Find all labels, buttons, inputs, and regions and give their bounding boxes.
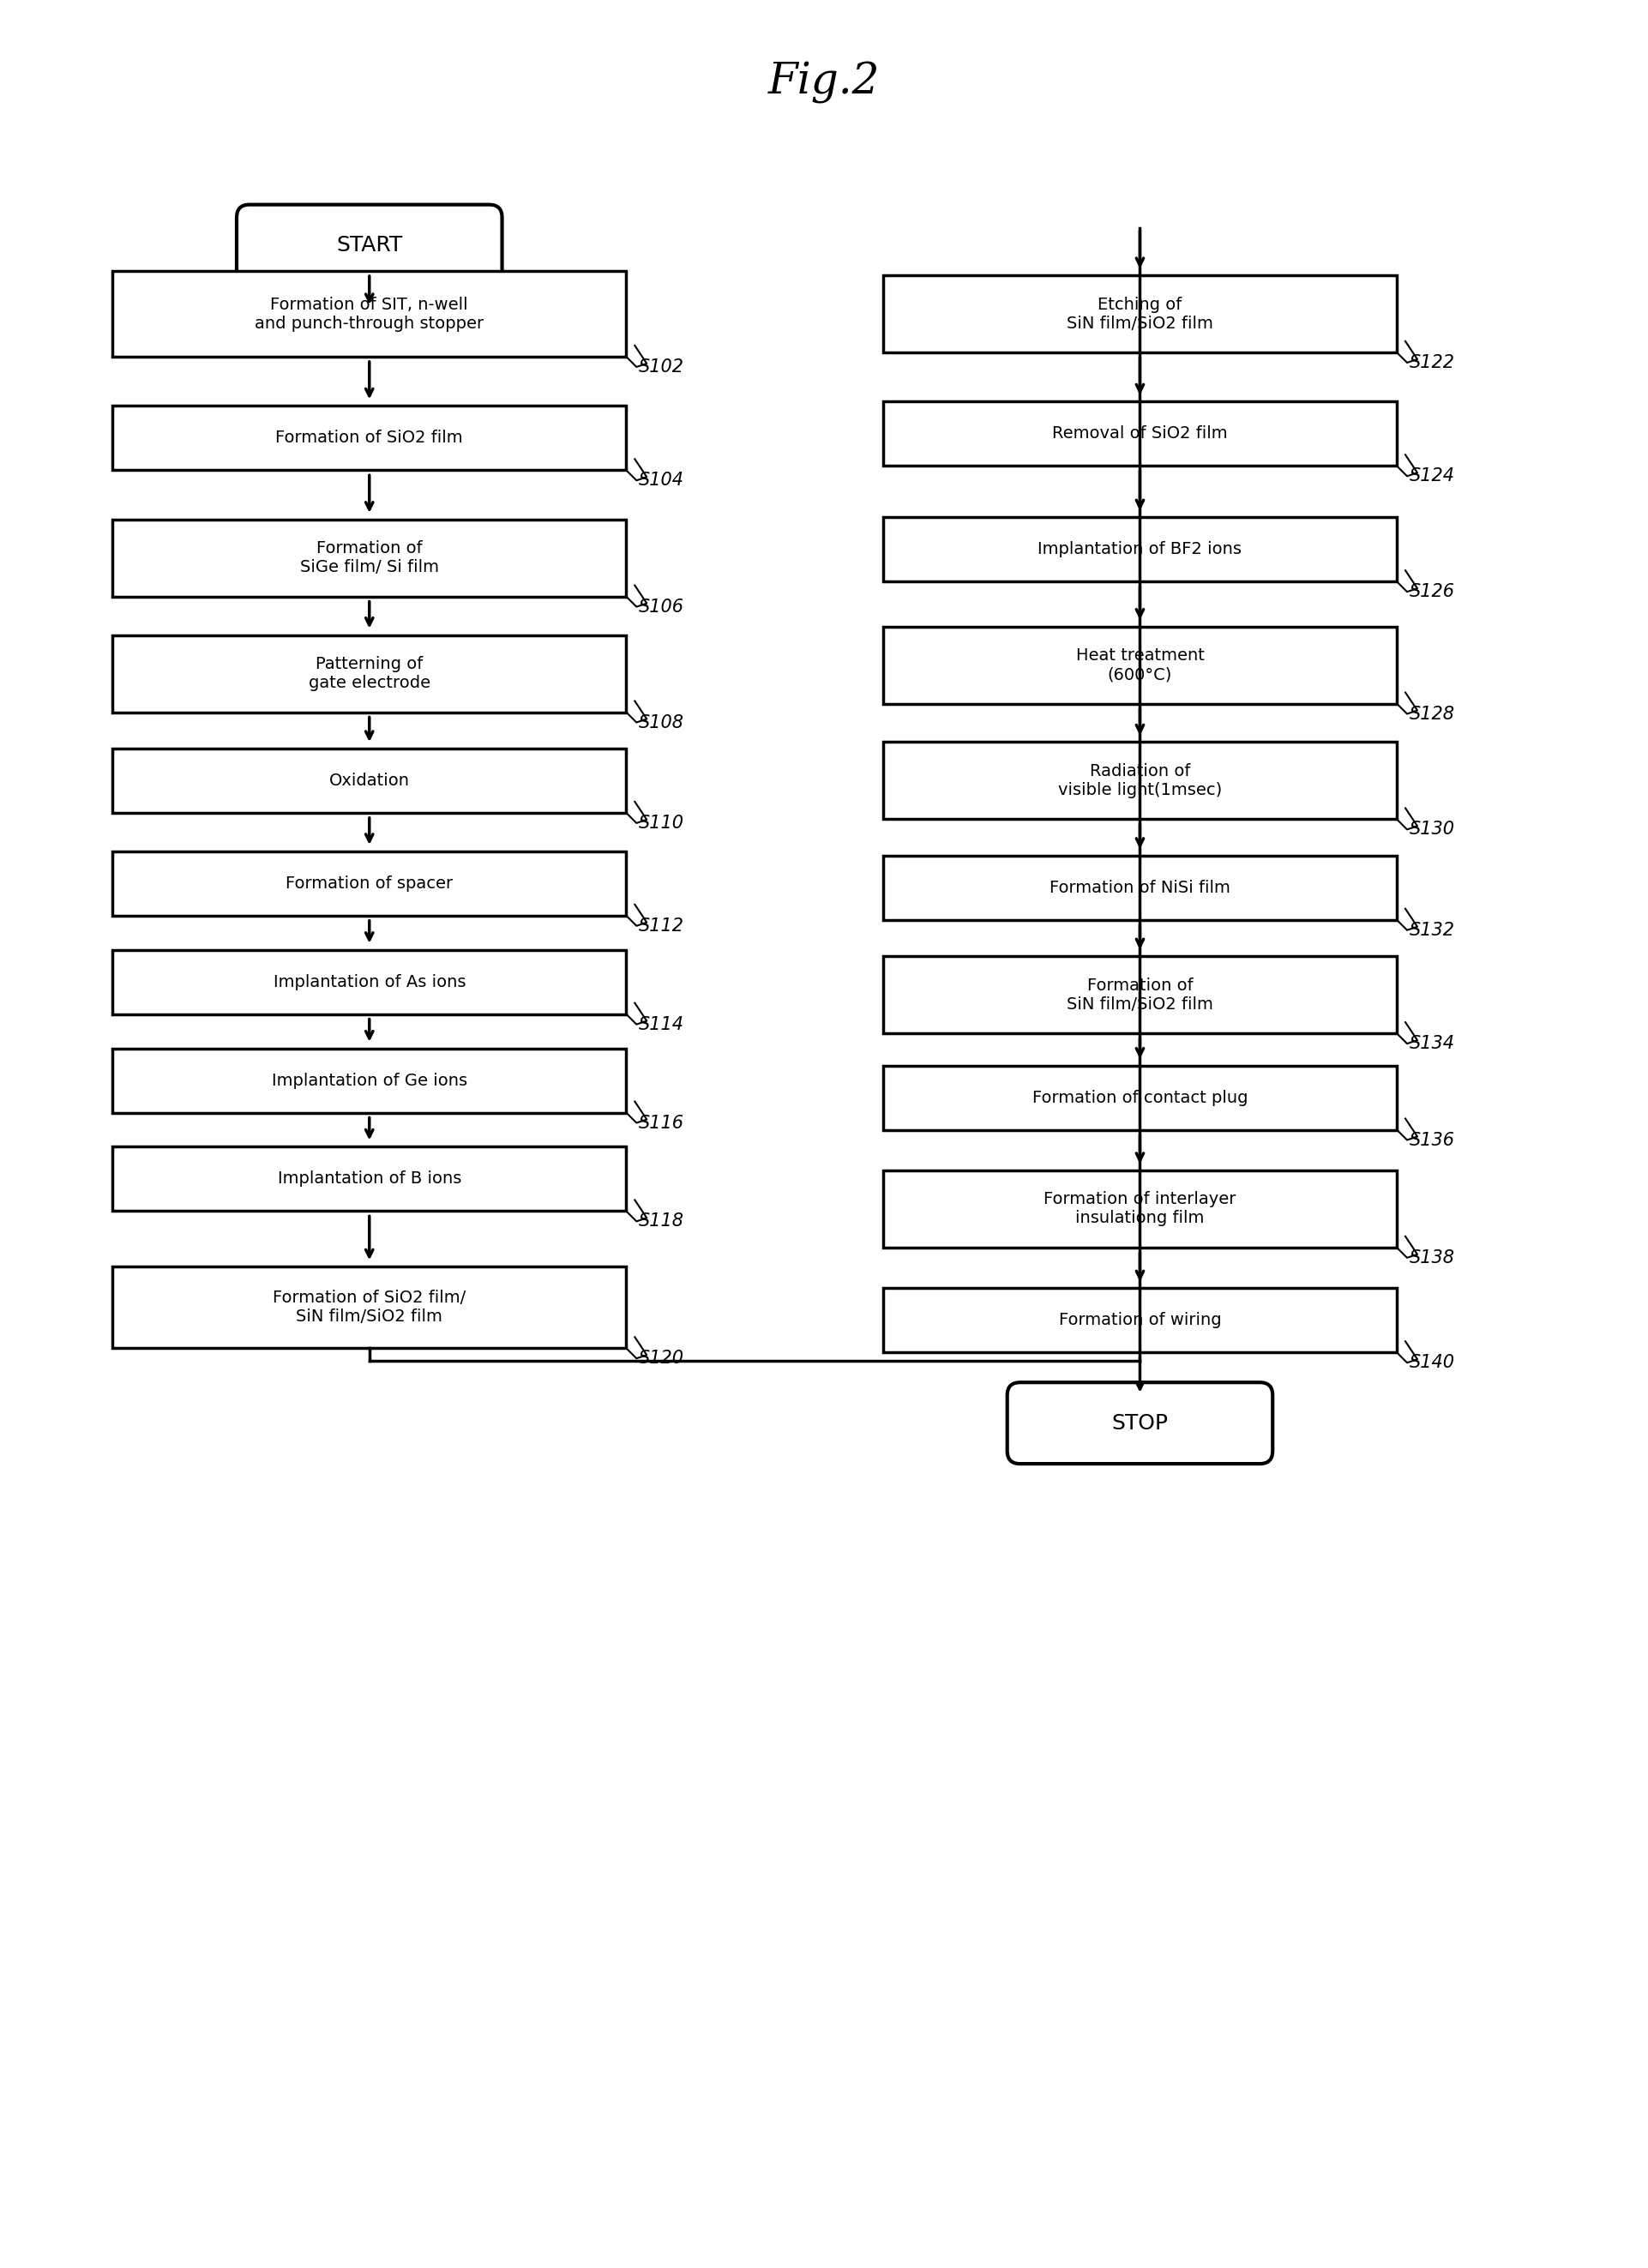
Text: S136: S136 [1409, 1132, 1455, 1148]
FancyBboxPatch shape [883, 1170, 1398, 1247]
Text: Formation of interlayer
insulationg film: Formation of interlayer insulationg film [1043, 1191, 1236, 1227]
Text: S112: S112 [639, 916, 684, 934]
Text: S128: S128 [1409, 705, 1455, 723]
FancyBboxPatch shape [112, 270, 626, 356]
Text: S104: S104 [639, 472, 684, 490]
FancyBboxPatch shape [112, 850, 626, 916]
Text: S114: S114 [639, 1016, 684, 1032]
Text: S106: S106 [639, 599, 684, 615]
Text: S132: S132 [1409, 921, 1455, 939]
Text: Formation of
SiGe film/ Si film: Formation of SiGe film/ Si film [300, 540, 438, 576]
FancyBboxPatch shape [883, 957, 1398, 1034]
Text: S108: S108 [639, 714, 684, 730]
Text: S118: S118 [639, 1213, 684, 1229]
Text: S124: S124 [1409, 467, 1455, 485]
FancyBboxPatch shape [883, 742, 1398, 819]
Text: S134: S134 [1409, 1034, 1455, 1052]
FancyBboxPatch shape [112, 635, 626, 712]
Text: Formation of contact plug: Formation of contact plug [1032, 1089, 1248, 1107]
Text: Patterning of
gate electrode: Patterning of gate electrode [308, 655, 430, 692]
Text: Formation of wiring: Formation of wiring [1058, 1313, 1221, 1329]
Text: Radiation of
visible light(1msec): Radiation of visible light(1msec) [1058, 762, 1221, 798]
FancyBboxPatch shape [112, 519, 626, 596]
Text: S102: S102 [639, 358, 684, 376]
Text: STOP: STOP [1112, 1413, 1168, 1433]
FancyBboxPatch shape [112, 1268, 626, 1347]
FancyBboxPatch shape [112, 950, 626, 1014]
Text: S138: S138 [1409, 1250, 1455, 1266]
FancyBboxPatch shape [883, 401, 1398, 465]
FancyBboxPatch shape [883, 1288, 1398, 1352]
Text: S130: S130 [1409, 821, 1455, 839]
FancyBboxPatch shape [112, 406, 626, 469]
Text: S126: S126 [1409, 583, 1455, 601]
FancyBboxPatch shape [112, 748, 626, 812]
FancyBboxPatch shape [1007, 1383, 1272, 1463]
FancyBboxPatch shape [883, 517, 1398, 581]
Text: Oxidation: Oxidation [330, 773, 410, 789]
Text: Implantation of Ge ions: Implantation of Ge ions [272, 1073, 466, 1089]
Text: START: START [336, 236, 402, 256]
Text: Implantation of B ions: Implantation of B ions [277, 1170, 461, 1186]
FancyBboxPatch shape [112, 1048, 626, 1114]
FancyBboxPatch shape [883, 626, 1398, 703]
Text: Formation of
SiN film/SiO2 film: Formation of SiN film/SiO2 film [1066, 978, 1213, 1012]
FancyBboxPatch shape [883, 274, 1398, 352]
Text: Formation of SiO2 film/
SiN film/SiO2 film: Formation of SiO2 film/ SiN film/SiO2 fi… [274, 1290, 466, 1325]
Text: Formation of SIT, n-well
and punch-through stopper: Formation of SIT, n-well and punch-throu… [255, 297, 485, 331]
Text: S140: S140 [1409, 1354, 1455, 1372]
Text: S122: S122 [1409, 354, 1455, 372]
Text: Removal of SiO2 film: Removal of SiO2 film [1051, 426, 1228, 442]
Text: S116: S116 [639, 1114, 684, 1132]
FancyBboxPatch shape [112, 1148, 626, 1211]
Text: S120: S120 [639, 1349, 684, 1368]
Text: Etching of
SiN film/SiO2 film: Etching of SiN film/SiO2 film [1066, 297, 1213, 331]
Text: Fig.2: Fig.2 [768, 61, 880, 104]
FancyBboxPatch shape [883, 1066, 1398, 1129]
FancyBboxPatch shape [883, 855, 1398, 921]
Text: Heat treatment
(600°C): Heat treatment (600°C) [1076, 646, 1205, 683]
Text: Formation of spacer: Formation of spacer [285, 875, 453, 891]
Text: Formation of SiO2 film: Formation of SiO2 film [275, 431, 463, 447]
Text: Formation of NiSi film: Formation of NiSi film [1050, 880, 1231, 896]
Text: Implantation of As ions: Implantation of As ions [274, 973, 466, 991]
FancyBboxPatch shape [237, 204, 503, 286]
Text: Implantation of BF2 ions: Implantation of BF2 ions [1038, 542, 1243, 558]
Text: S110: S110 [639, 814, 684, 832]
